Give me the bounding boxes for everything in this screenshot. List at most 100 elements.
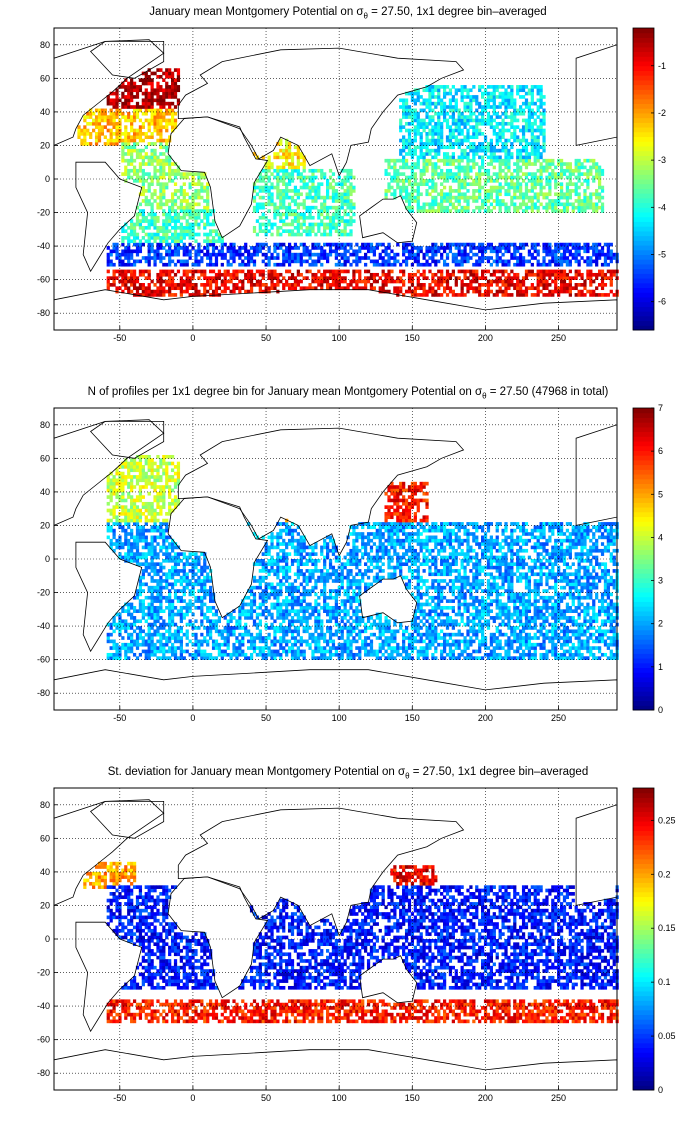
heatmap-cell: [288, 223, 291, 227]
heatmap-cell: [402, 149, 405, 153]
heatmap-cell: [273, 283, 276, 287]
heatmap-cell: [449, 115, 452, 119]
heatmap-cell: [121, 542, 124, 546]
heatmap-cell: [458, 156, 461, 160]
heatmap-cell: [560, 196, 563, 200]
heatmap-cell: [197, 263, 200, 267]
heatmap-cell: [542, 186, 545, 190]
heatmap-cell: [115, 135, 118, 139]
heatmap-cell: [487, 283, 490, 287]
heatmap-cell: [493, 280, 496, 284]
heatmap-cell: [578, 162, 581, 166]
heatmap-cell: [197, 270, 200, 274]
heatmap-cell: [110, 529, 113, 533]
heatmap-cell: [510, 88, 513, 92]
heatmap-cell: [452, 290, 455, 294]
heatmap-cell: [127, 98, 130, 102]
heatmap-cell: [151, 192, 154, 196]
heatmap-cell: [501, 135, 504, 139]
heatmap-cell: [344, 256, 347, 260]
heatmap-cell: [115, 129, 118, 133]
heatmap-cell: [592, 246, 595, 250]
heatmap-cell: [320, 172, 323, 176]
heatmap-cell: [165, 129, 168, 133]
heatmap-cell: [408, 132, 411, 136]
heatmap-cell: [455, 125, 458, 129]
heatmap-cell: [136, 539, 139, 543]
heatmap-cell: [364, 283, 367, 287]
heatmap-cell: [186, 206, 189, 210]
heatmap-cell: [142, 273, 145, 277]
heatmap-cell: [551, 293, 554, 297]
heatmap-cell: [455, 256, 458, 260]
heatmap-cell: [349, 263, 352, 267]
heatmap-cell: [323, 202, 326, 206]
heatmap-cell: [554, 270, 557, 274]
heatmap-cell: [256, 253, 259, 257]
heatmap-cell: [168, 283, 171, 287]
heatmap-cell: [238, 290, 241, 294]
heatmap-cell: [127, 606, 130, 610]
heatmap-cell: [478, 263, 481, 267]
heatmap-cell: [513, 132, 516, 136]
heatmap-cell: [478, 246, 481, 250]
heatmap-cell: [162, 172, 165, 176]
heatmap-cell: [367, 280, 370, 284]
heatmap-cell: [118, 485, 121, 489]
heatmap-cell: [390, 249, 393, 253]
heatmap-cell: [440, 280, 443, 284]
heatmap-cell: [229, 246, 232, 250]
heatmap-cell: [560, 256, 563, 260]
heatmap-cell: [423, 283, 426, 287]
heatmap-cell: [156, 68, 159, 72]
heatmap-cell: [534, 249, 537, 253]
heatmap-cell: [224, 290, 227, 294]
heatmap-cell: [475, 115, 478, 119]
heatmap-cell: [493, 88, 496, 92]
heatmap-cell: [174, 239, 177, 243]
heatmap-cell: [180, 263, 183, 267]
heatmap-cell: [168, 216, 171, 220]
heatmap-cell: [408, 145, 411, 149]
heatmap-cell: [133, 273, 136, 277]
heatmap-cell: [513, 98, 516, 102]
heatmap-cell: [496, 290, 499, 294]
heatmap-cell: [408, 179, 411, 183]
heatmap-cell: [162, 219, 165, 223]
heatmap-cell: [200, 189, 203, 193]
heatmap-cell: [417, 162, 420, 166]
heatmap-cell: [285, 270, 288, 274]
heatmap-cell: [610, 256, 613, 260]
heatmap-cell: [466, 172, 469, 176]
heatmap-cell: [139, 202, 142, 206]
heatmap-cell: [136, 468, 139, 472]
heatmap-cell: [531, 206, 534, 210]
heatmap-cell: [83, 125, 86, 129]
heatmap-cell: [499, 132, 502, 136]
heatmap-cell: [537, 182, 540, 186]
heatmap-cell: [177, 219, 180, 223]
heatmap-cell: [461, 263, 464, 267]
heatmap-cell: [501, 270, 504, 274]
heatmap-cell: [425, 88, 428, 92]
heatmap-cell: [317, 213, 320, 217]
heatmap-cell: [112, 619, 115, 623]
colorbar-step: [633, 259, 654, 264]
heatmap-cell: [539, 166, 542, 170]
heatmap-cell: [463, 85, 466, 89]
heatmap-cell: [569, 202, 572, 206]
heatmap-cell: [162, 115, 165, 119]
heatmap-cell: [539, 132, 542, 136]
heatmap-cell: [522, 102, 525, 106]
heatmap-cell: [496, 260, 499, 264]
heatmap-cell: [463, 249, 466, 253]
heatmap-cell: [206, 223, 209, 227]
heatmap-cell: [133, 88, 136, 92]
heatmap-cell: [262, 189, 265, 193]
heatmap-cell: [153, 290, 156, 294]
heatmap-cell: [490, 256, 493, 260]
heatmap-cell: [332, 226, 335, 230]
heatmap-cell: [475, 162, 478, 166]
heatmap-cell: [279, 179, 282, 183]
heatmap-cell: [461, 293, 464, 297]
